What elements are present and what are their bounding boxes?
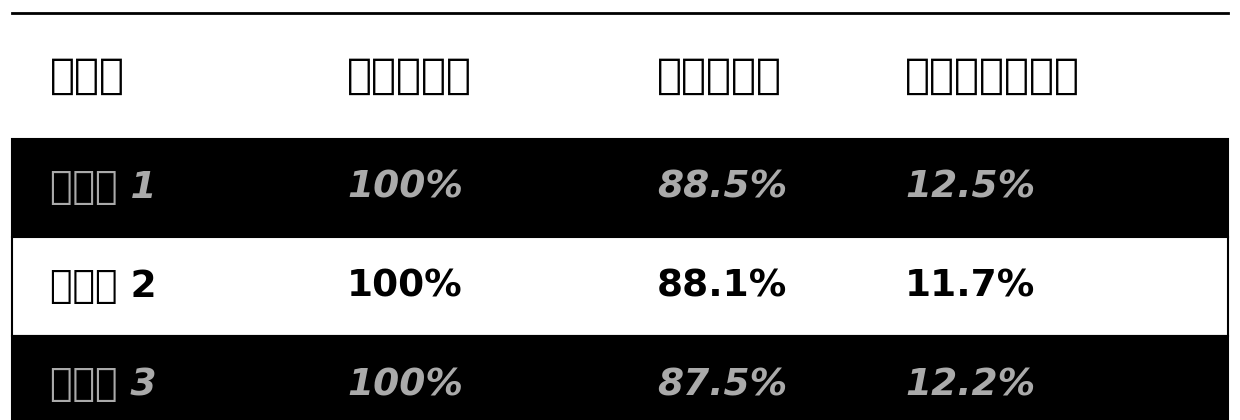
- Text: 乙酸转化率: 乙酸转化率: [347, 55, 472, 97]
- Text: 88.5%: 88.5%: [657, 170, 787, 206]
- Text: 100%: 100%: [347, 269, 463, 304]
- Bar: [12, 237, 1228, 336]
- Bar: [12, 139, 1228, 237]
- Text: 87.5%: 87.5%: [657, 368, 787, 403]
- Text: 实施例 3: 实施例 3: [50, 368, 156, 403]
- Text: 11.7%: 11.7%: [905, 269, 1035, 304]
- Text: 乙醇选择性: 乙醇选择性: [657, 55, 782, 97]
- Text: 100%: 100%: [347, 170, 464, 206]
- Text: 100%: 100%: [347, 368, 464, 403]
- Text: 乙酸乙酯选择性: 乙酸乙酯选择性: [905, 55, 1080, 97]
- Text: 实施例 1: 实施例 1: [50, 170, 156, 206]
- Bar: [12, 336, 1228, 420]
- Text: 实施例 2: 实施例 2: [50, 269, 156, 304]
- Text: 12.5%: 12.5%: [905, 170, 1035, 206]
- Text: 12.2%: 12.2%: [905, 368, 1035, 403]
- Text: 催化剂: 催化剂: [50, 55, 124, 97]
- Text: 88.1%: 88.1%: [657, 269, 787, 304]
